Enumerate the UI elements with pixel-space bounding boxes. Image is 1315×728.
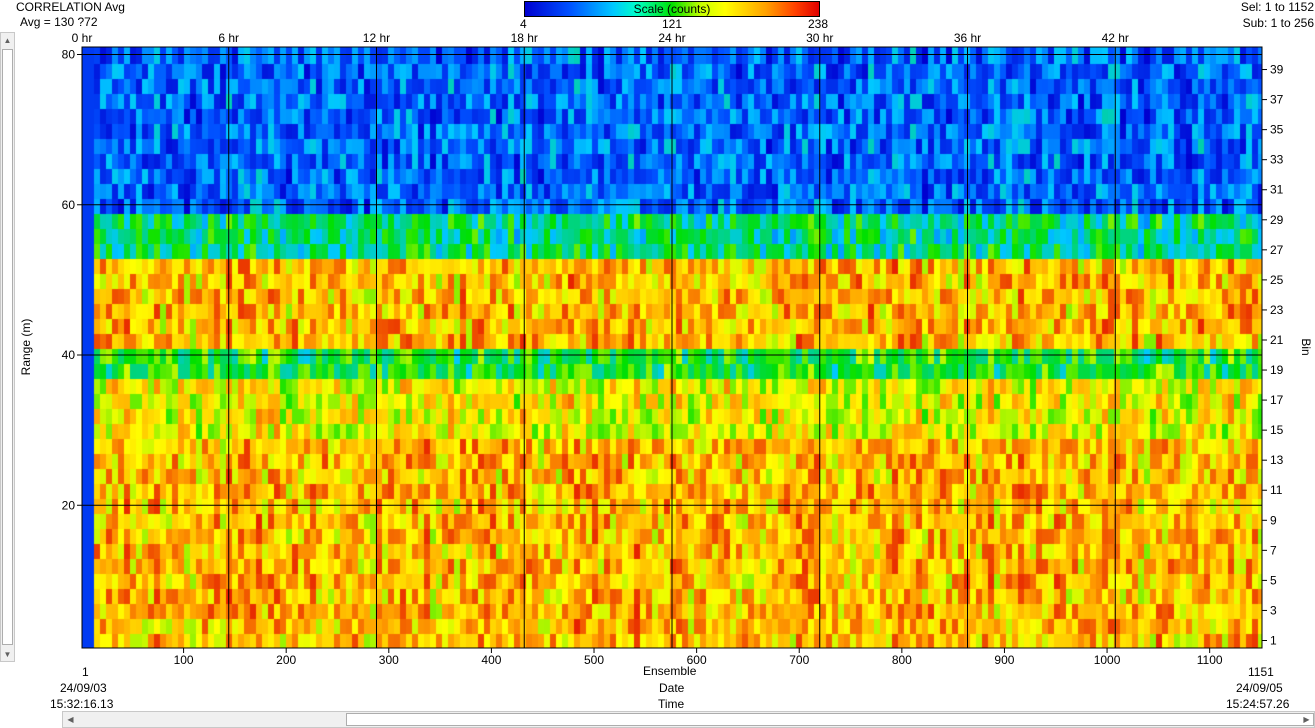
x-tick-label: 1000 [1094,653,1121,667]
x-tick-label: 700 [789,653,809,667]
axis-ticks: 0 hr 6 hr 12 hr 18 hr 24 hr 30 hr 36 hr 42 hr 10… [62,31,1284,667]
x-top-tick-label: 0 hr [72,31,93,45]
color-scale-title: Scale (counts) [633,2,711,16]
end-time: 15:24:57.26 [1226,697,1290,711]
y-tick-label: 20 [62,498,76,512]
x-tick-label: 400 [481,653,501,667]
start-date: 24/09/03 [60,681,107,695]
scroll-right-icon[interactable]: ▶ [1303,715,1310,724]
date-axis-label: Date [659,681,685,695]
y2-tick-label: 27 [1270,243,1284,257]
horizontal-scroll-thumb[interactable] [346,713,1314,726]
plot-frame [81,46,1263,649]
x-tick-label: 1100 [1197,653,1223,667]
x-top-tick-label: 6 hr [218,31,239,45]
x-tick-label: 500 [584,653,604,667]
scroll-up-icon[interactable]: ▲ [1,33,14,47]
end-date: 24/09/05 [1236,681,1283,695]
y2-tick-label: 3 [1270,603,1277,617]
y2-tick-label: 7 [1270,543,1277,557]
y2-tick-label: 17 [1270,393,1284,407]
y2-tick-label: 25 [1270,273,1284,287]
y2-tick-label: 9 [1270,513,1277,527]
x-tick-label: 900 [994,653,1014,667]
vertical-scrollbar[interactable]: ▲ ▼ [0,32,15,662]
y-tick-label: 60 [62,198,76,212]
y2-tick-label: 31 [1270,183,1284,197]
color-scale-bar: Scale (counts) [524,1,820,17]
scroll-down-icon[interactable]: ▼ [1,647,14,661]
x-top-tick-label: 12 hr [363,31,390,45]
y2-tick-label: 29 [1270,213,1284,227]
color-scale-mid: 121 [662,17,683,31]
subset-readout: Sub: 1 to 256 [1242,16,1314,30]
y-axis-label: Range (m) [19,319,33,376]
y2-tick-label: 5 [1270,573,1277,587]
time-axis-label: Time [658,697,685,711]
y2-tick-label: 23 [1270,303,1284,317]
x-top-tick-label: 24 hr [658,31,685,45]
x-tick-label: 300 [379,653,399,667]
x-top-tick-label: 36 hr [954,31,981,45]
x-tick-label: 100 [174,653,194,667]
y2-tick-label: 1 [1270,633,1277,647]
start-ensemble: 1 [82,665,89,679]
end-ensemble: 1151 [1248,665,1274,679]
y2-tick-label: 19 [1270,363,1284,377]
x-tick-label: 200 [276,653,296,667]
average-readout: Avg = 130 ?72 [20,15,98,29]
y2-tick-label: 39 [1270,63,1284,77]
x-tick-label: 600 [687,653,707,667]
scroll-left-icon[interactable]: ◀ [67,715,74,724]
start-time: 15:32:16.13 [50,697,114,711]
chart-title: CORRELATION Avg [16,0,125,14]
ensemble-axis-label: Ensemble [643,664,697,678]
y2-tick-label: 33 [1270,153,1284,167]
selection-readout: Sel: 1 to 1152 [1240,0,1314,14]
y2-tick-label: 13 [1270,453,1284,467]
y-tick-label: 40 [62,348,76,362]
y2-tick-label: 15 [1270,423,1284,437]
vertical-scroll-thumb[interactable] [2,49,13,645]
y2-tick-label: 11 [1270,483,1283,497]
color-scale-min: 4 [520,17,527,31]
y2-tick-label: 21 [1270,333,1284,347]
x-top-tick-label: 42 hr [1102,31,1129,45]
y2-tick-label: 37 [1270,93,1284,107]
color-scale-max: 238 [808,17,829,31]
y-tick-label: 80 [62,48,76,62]
x-top-tick-label: 30 hr [806,31,833,45]
x-top-tick-label: 18 hr [511,31,538,45]
y2-axis-label: Bin [1299,338,1313,355]
y2-tick-label: 35 [1270,123,1284,137]
x-tick-label: 800 [892,653,912,667]
